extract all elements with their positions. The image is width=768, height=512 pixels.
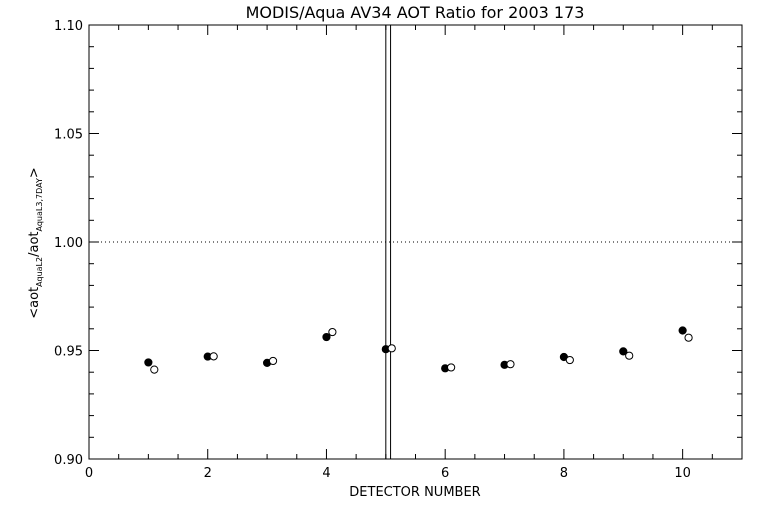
data-point-open bbox=[268, 356, 278, 366]
y-axis-title-suffix: > bbox=[27, 167, 42, 178]
y-tick-label: 1.00 bbox=[54, 236, 83, 251]
y-axis-title-prefix: <aot bbox=[27, 287, 42, 319]
x-tick-label: 8 bbox=[560, 466, 568, 481]
y-axis-title: <aotAquaL2/aotAquaL3,7DAY> bbox=[27, 167, 44, 319]
data-point-open bbox=[328, 327, 337, 337]
data-point-open bbox=[150, 365, 159, 374]
data-point-filled bbox=[144, 358, 153, 367]
x-tick-label: 0 bbox=[85, 466, 93, 481]
plot-area: 0 2 4 6 8 10 0.90 0.95 1.00 1.05 1.10 bbox=[54, 19, 743, 481]
y-tick-label: 1.05 bbox=[54, 128, 83, 143]
y-axis-title-middle: /aot bbox=[27, 231, 42, 256]
x-axis-title: DETECTOR NUMBER bbox=[349, 485, 480, 500]
data-point-open bbox=[625, 351, 634, 360]
data-point-open bbox=[506, 360, 515, 369]
y-axis-title-sub1: AquaL2 bbox=[35, 257, 44, 287]
plot-frame bbox=[88, 24, 743, 460]
x-tick-label: 6 bbox=[441, 466, 449, 481]
data-point-open bbox=[387, 344, 396, 353]
y-axis-title-sub2: AquaL3,7DAY bbox=[35, 178, 44, 231]
y-tick-label: 0.95 bbox=[54, 345, 83, 360]
data-point-open bbox=[447, 363, 456, 372]
chart-title: MODIS/Aqua AV34 AOT Ratio for 2003 173 bbox=[246, 3, 585, 22]
data-point-open bbox=[684, 333, 693, 342]
data-point-filled bbox=[322, 332, 331, 342]
y-tick-label: 1.10 bbox=[54, 19, 83, 34]
y-tick-label: 0.90 bbox=[54, 453, 83, 468]
x-tick-label: 10 bbox=[674, 466, 691, 481]
data-point-filled bbox=[678, 326, 687, 335]
data-point-open bbox=[565, 355, 574, 365]
x-tick-label: 4 bbox=[322, 466, 330, 481]
data-point-open bbox=[209, 352, 218, 361]
x-tick-label: 2 bbox=[204, 466, 212, 481]
data-point-filled bbox=[619, 347, 628, 356]
